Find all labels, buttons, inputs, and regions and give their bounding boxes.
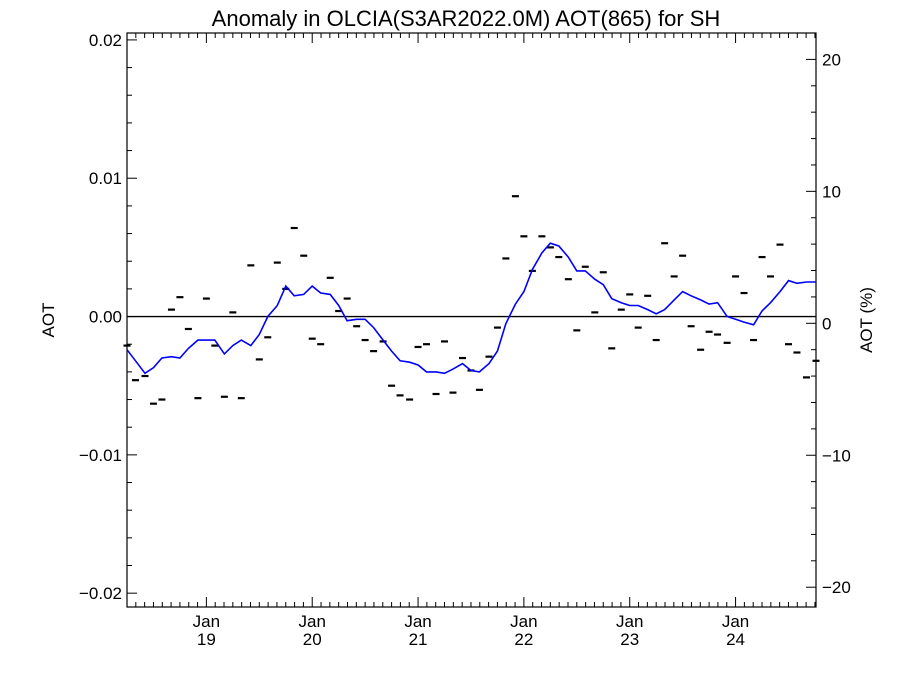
x-tick-label-month: Jan <box>510 612 537 631</box>
y-tick-label: 0.00 <box>89 308 122 327</box>
y-right-tick-label: −10 <box>822 446 851 465</box>
plot-frame <box>126 32 817 608</box>
y-tick-label: −0.01 <box>79 446 122 465</box>
y-tick-label: 0.01 <box>89 169 122 188</box>
x-tick-label-month: Jan <box>193 612 220 631</box>
y-tick-label: 0.02 <box>89 31 122 50</box>
x-tick-label-year: 21 <box>409 630 428 649</box>
y-axis-label-right: AOT (%) <box>857 287 876 353</box>
y-axis-label-left: AOT <box>39 303 58 338</box>
x-tick-label-month: Jan <box>722 612 749 631</box>
chart-title: Anomaly in OLCIA(S3AR2022.0M) AOT(865) f… <box>212 6 721 31</box>
x-tick-label-year: 20 <box>303 630 322 649</box>
smoothed-anomaly-line <box>126 242 816 375</box>
left-axis: −0.02 −0.01 0.00 0.01 0.02 <box>79 31 137 603</box>
y-tick-label: −0.02 <box>79 584 122 603</box>
x-tick-label-year: 23 <box>620 630 639 649</box>
x-tick-label-month: Jan <box>404 612 431 631</box>
monthly-anomaly-markers <box>123 195 820 405</box>
y-right-tick-label: 0 <box>822 314 831 333</box>
x-tick-label-year: 24 <box>726 630 745 649</box>
x-tick-label-year: 19 <box>197 630 216 649</box>
y-right-tick-label: 20 <box>822 50 841 69</box>
y-right-tick-label: −20 <box>822 578 851 597</box>
x-tick-label-month: Jan <box>299 612 326 631</box>
x-tick-label-year: 22 <box>514 630 533 649</box>
x-tick-label-month: Jan <box>616 612 643 631</box>
right-axis: −20 −10 0 10 20 <box>806 32 851 597</box>
y-right-tick-label: 10 <box>822 182 841 201</box>
